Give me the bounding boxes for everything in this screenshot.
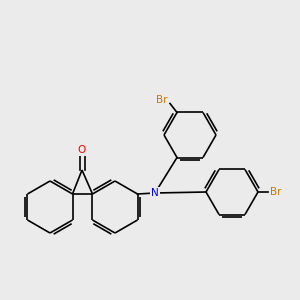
- Text: O: O: [78, 145, 86, 155]
- Text: Br: Br: [270, 187, 282, 197]
- Text: Br: Br: [156, 95, 168, 106]
- Text: N: N: [151, 188, 159, 198]
